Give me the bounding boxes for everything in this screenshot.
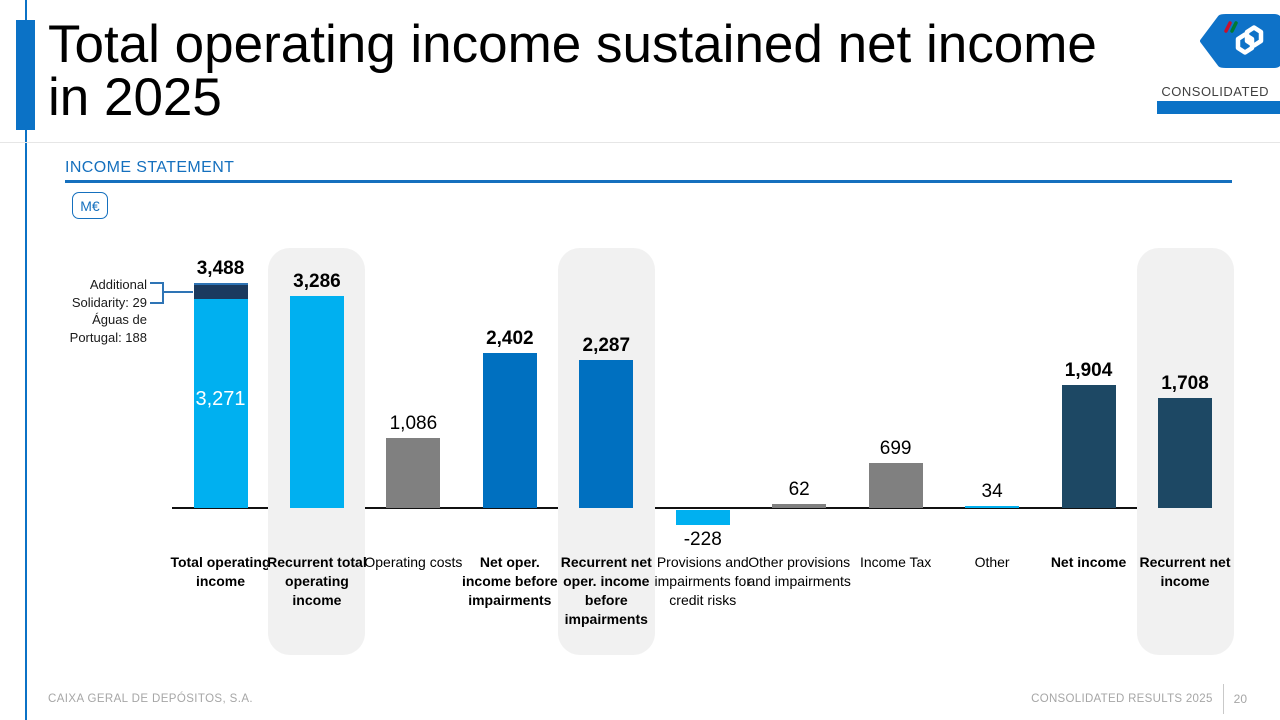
bar-value-label: 1,904 xyxy=(1064,360,1113,381)
page-title: Total operating income sustained net inc… xyxy=(48,18,1108,124)
chart-bar-segment xyxy=(193,297,248,508)
chart-bar xyxy=(965,506,1020,508)
chart-bar xyxy=(868,463,923,508)
unit-badge-label: M€ xyxy=(80,197,100,214)
annotation-line: Additional xyxy=(89,277,147,292)
footer-page-number: 20 xyxy=(1233,692,1247,706)
consolidated-badge-bar xyxy=(1157,101,1280,114)
header-divider xyxy=(0,142,1280,143)
section-heading: INCOME STATEMENT xyxy=(65,159,235,176)
page-title-line1: Total operating income sustained net inc… xyxy=(48,15,1097,74)
bar-category-label: Provisions and impairments for credit ri… xyxy=(654,554,751,608)
chart-bar xyxy=(1158,398,1212,508)
bar-category-label: Total operating income xyxy=(170,554,271,589)
bar-category-label: Recurrent total operating income xyxy=(267,554,367,608)
footer-report-title: CONSOLIDATED RESULTS 2025 xyxy=(1031,693,1213,705)
chart-bar xyxy=(482,353,537,508)
section-underline xyxy=(65,180,1232,183)
bar-category-label: Operating costs xyxy=(364,554,463,570)
unit-badge: M€ xyxy=(72,192,108,219)
chart-bar xyxy=(772,504,827,508)
bar-value-label: 3,488 xyxy=(196,258,245,279)
bar-value-label: 699 xyxy=(879,438,912,459)
bar-value-label: 2,402 xyxy=(486,328,534,349)
chart-bar xyxy=(1061,385,1116,508)
annotation-line: Águas de xyxy=(92,312,147,327)
footer-divider xyxy=(1222,684,1224,714)
bar-category-label: Net oper. income before impairments xyxy=(461,554,558,608)
bar-category-label: Recurrent net income xyxy=(1139,554,1231,589)
bar-category-label: Net income xyxy=(1050,554,1127,570)
bar-value-label: 2,287 xyxy=(582,335,631,356)
bar-value-label: 1,708 xyxy=(1161,373,1209,394)
chart-bar xyxy=(579,360,634,508)
chart-bar xyxy=(289,296,344,508)
bar-value-label: 62 xyxy=(788,479,810,500)
cgd-logo-icon xyxy=(1200,14,1280,68)
annotation-line: Portugal: 188 xyxy=(69,329,147,345)
chart-bar xyxy=(386,438,441,508)
footer-right: CONSOLIDATED RESULTS 2025 20 xyxy=(1031,684,1247,714)
bar-value-label: 34 xyxy=(981,481,1003,502)
consolidated-badge-label: CONSOLIDATED xyxy=(1161,84,1269,99)
bar-value-label: 1,086 xyxy=(389,413,438,434)
chart-bar xyxy=(675,509,730,525)
bar-value-label: 3,286 xyxy=(293,271,341,292)
bar-inner-label: 3,271 xyxy=(195,388,246,410)
bar-category-label: Recurrent net oper. income before impair… xyxy=(560,554,652,627)
bar-category-label: Other provisions and impairments xyxy=(747,554,851,589)
annotation-bracket xyxy=(150,282,193,304)
bar-value-label: -228 xyxy=(683,529,722,550)
page-title-line2: in 2025 xyxy=(48,68,222,127)
logo-banner-shape xyxy=(1200,14,1280,68)
annotation-line: Solidarity: 29 xyxy=(71,294,147,310)
footer-company: CAIXA GERAL DE DEPÓSITOS, S.A. xyxy=(48,693,254,705)
title-accent-bar xyxy=(16,20,35,130)
bar-category-label: Income Tax xyxy=(859,554,932,570)
bar-category-label: Other xyxy=(974,554,1010,570)
left-guide-line xyxy=(25,0,27,720)
x-axis-line xyxy=(172,507,1233,509)
annotation-non-recurring: Additional Solidarity: 29 Águas de Portugal… xyxy=(37,276,147,346)
chart-bar-segment xyxy=(193,283,248,299)
logo-knot xyxy=(1235,25,1264,55)
logo-flag-slashes xyxy=(1224,21,1238,33)
